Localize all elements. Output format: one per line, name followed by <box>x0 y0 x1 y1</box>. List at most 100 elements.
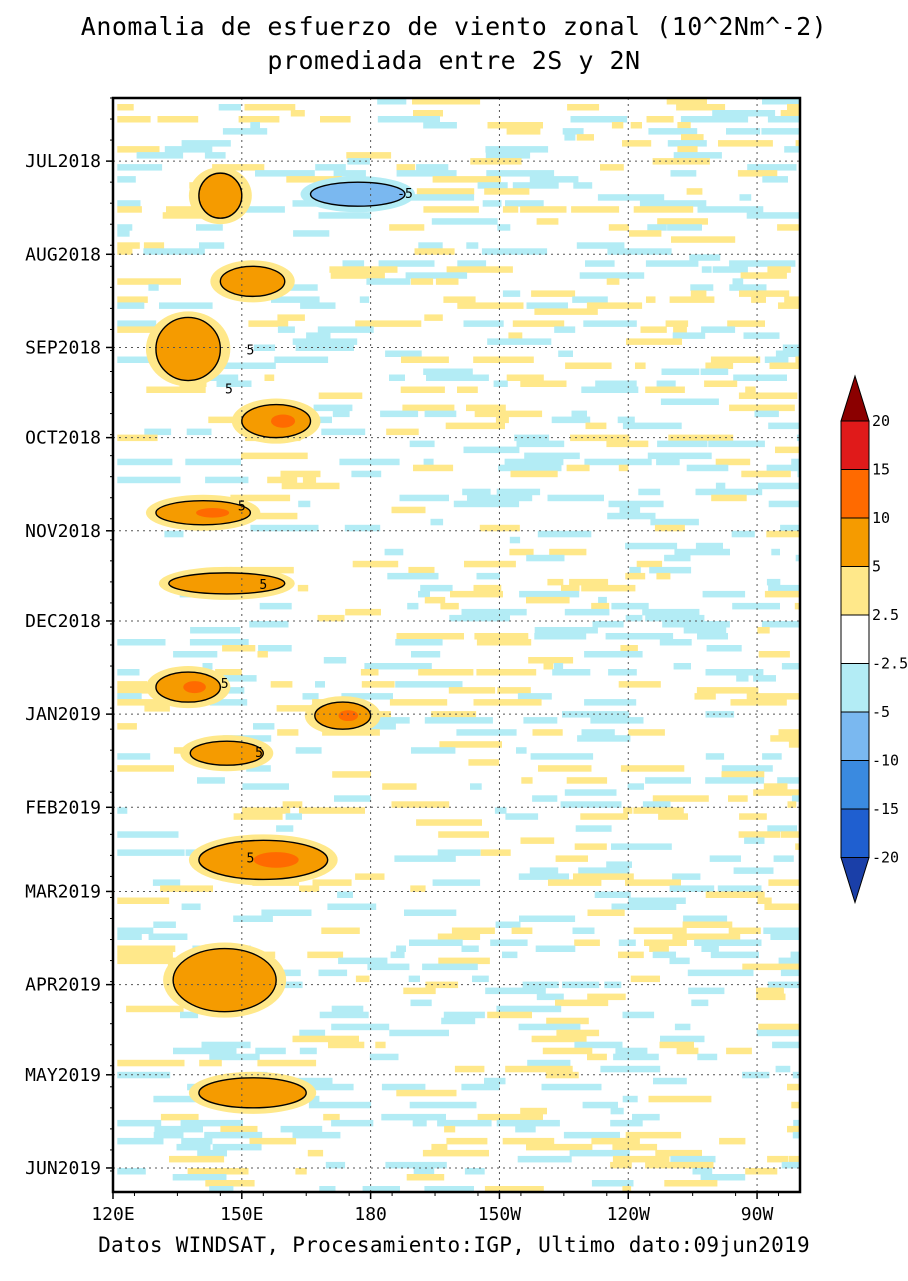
anomaly-cell <box>744 837 765 844</box>
anomaly-cell <box>739 813 767 820</box>
anomaly-cell <box>389 224 425 231</box>
anomaly-cell <box>457 386 478 393</box>
anomaly-cell <box>702 590 746 598</box>
anomaly-cell <box>117 945 176 952</box>
anomaly-cell <box>487 1011 532 1019</box>
anomaly-cell <box>117 116 151 123</box>
anomaly-cell <box>201 1041 251 1049</box>
anomaly-cell <box>775 1065 791 1073</box>
anomaly-cell <box>622 1095 638 1103</box>
anomaly-cell <box>143 242 165 249</box>
anomaly-cell <box>671 236 736 243</box>
anomaly-cell <box>413 1168 435 1175</box>
anomaly-cell <box>672 873 701 880</box>
contour-label: 5 <box>221 677 229 692</box>
anomaly-cell <box>330 272 385 279</box>
anomaly-cell <box>767 981 800 989</box>
anomaly-cell <box>757 627 770 634</box>
anomaly-cell <box>630 975 660 983</box>
anomaly-cell <box>181 1137 213 1145</box>
anomaly-cell <box>290 110 305 117</box>
anomaly-cell <box>757 482 800 490</box>
anomaly-cell <box>613 1053 659 1061</box>
anomaly-cell <box>396 633 464 640</box>
anomaly-cell <box>591 1180 634 1187</box>
anomaly-cell <box>423 206 479 213</box>
anomaly-cell <box>403 987 436 995</box>
anomaly-cell <box>457 260 487 267</box>
anomaly-cell <box>555 855 588 862</box>
anomaly-cell <box>476 669 537 676</box>
anomaly-cell <box>334 795 371 802</box>
anomaly-cell <box>385 350 422 357</box>
anomaly-cell <box>307 1149 324 1157</box>
chart-title: Anomalia de esfuerzo de viento zonal (10… <box>80 12 828 41</box>
anomaly-cell <box>502 290 521 297</box>
anomaly-cell <box>520 380 567 387</box>
anomaly-cell <box>668 434 734 442</box>
anomaly-cell <box>576 134 594 141</box>
anomaly-cell <box>570 116 628 123</box>
anomaly-peak <box>196 507 230 518</box>
anomaly-cell <box>732 602 780 610</box>
anomaly-cell <box>767 825 797 832</box>
anomaly-cell <box>355 717 410 724</box>
anomaly-cell <box>504 458 564 466</box>
anomaly-cell <box>248 320 289 327</box>
anomaly-cell <box>706 645 742 652</box>
anomaly-cell <box>117 146 160 153</box>
anomaly-cell <box>223 675 257 682</box>
anomaly-cell <box>620 765 685 772</box>
anomaly-cell <box>117 687 156 694</box>
anomaly-cell <box>148 933 188 940</box>
anomaly-cell <box>380 410 419 418</box>
anomaly-cell <box>761 621 799 628</box>
anomaly-cell <box>299 885 320 892</box>
anomaly-cell <box>674 548 730 556</box>
anomaly-cell <box>389 1029 449 1037</box>
anomaly-cell <box>497 224 511 231</box>
anomaly-cell <box>558 350 573 357</box>
anomaly-cell <box>566 464 590 472</box>
anomaly-cell <box>400 386 445 393</box>
anomaly-cell <box>555 999 609 1007</box>
anomaly-cell <box>117 849 185 856</box>
anomaly-cell <box>329 266 398 273</box>
anomaly-cell <box>743 332 780 339</box>
anomaly-cell <box>241 512 298 520</box>
anomaly-cell <box>215 669 242 676</box>
anomaly-cell <box>414 248 455 255</box>
anomaly-field <box>117 98 800 1193</box>
contour-label: 5 <box>225 383 233 398</box>
anomaly-cell <box>667 140 707 147</box>
anomaly-cell <box>325 1161 346 1169</box>
anomaly-cell <box>317 326 374 333</box>
anomaly-cell <box>753 789 800 796</box>
anomaly-cell <box>423 368 473 375</box>
anomaly-cell <box>534 627 598 634</box>
anomaly-cell <box>784 146 800 153</box>
anomaly-cell <box>576 242 625 249</box>
anomaly-cell <box>461 608 527 616</box>
anomaly-cell <box>410 999 432 1007</box>
anomaly-cell <box>561 584 580 592</box>
anomaly-cell <box>220 1125 258 1133</box>
anomaly-cell <box>153 1095 200 1103</box>
anomaly-cell <box>666 98 707 105</box>
anomaly-cell <box>731 530 755 538</box>
anomaly-cell <box>705 753 725 760</box>
anomaly-cell <box>423 458 434 466</box>
anomaly-cell <box>549 548 587 556</box>
anomaly-cell <box>600 1065 661 1073</box>
anomaly-cell <box>375 1041 386 1049</box>
colorbar-swatch <box>840 614 870 664</box>
anomaly-cell <box>581 386 639 393</box>
anomaly-cell <box>396 945 406 952</box>
colorbar-swatch <box>840 517 870 567</box>
anomaly-cell <box>677 146 698 153</box>
anomaly-cell <box>117 326 159 333</box>
anomaly-cell <box>473 356 534 363</box>
anomaly-cell <box>424 314 443 321</box>
anomaly-cell <box>117 699 175 706</box>
anomaly-cell <box>282 801 303 808</box>
